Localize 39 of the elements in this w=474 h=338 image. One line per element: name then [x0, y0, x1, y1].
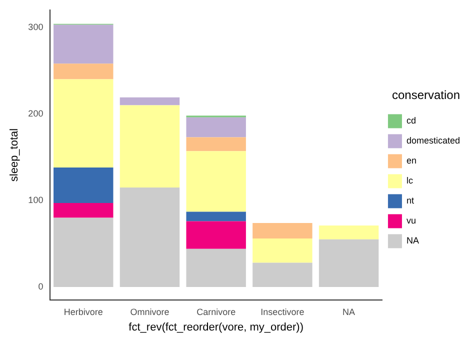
legend-label: nt	[406, 196, 414, 206]
bar	[186, 221, 246, 249]
legend-label: domesticated	[406, 136, 460, 146]
bar	[54, 79, 114, 168]
bar	[120, 97, 180, 106]
x-tick-label: Herbivore	[64, 306, 103, 317]
bar	[318, 226, 379, 240]
legend-label: vu	[406, 216, 416, 226]
bar	[186, 117, 246, 138]
bar	[54, 168, 114, 204]
bar	[252, 222, 312, 239]
bar	[186, 137, 246, 152]
y-tick-label: 0	[38, 282, 44, 292]
x-tick-label: Carnivore	[196, 306, 236, 317]
legend-label: cd	[406, 116, 416, 126]
bar	[186, 151, 246, 212]
bar	[186, 248, 246, 288]
y-tick-label: 300	[28, 22, 44, 32]
bar	[186, 212, 246, 222]
bar	[252, 238, 312, 263]
y-tick-label: 100	[28, 194, 44, 205]
x-tick-label: Insectivore	[260, 306, 304, 317]
bar	[54, 64, 114, 80]
bar	[120, 105, 180, 188]
x-axis-title: fct_rev(fct_reorder(vore, my_order))	[128, 321, 304, 334]
bar	[54, 24, 114, 64]
bar	[54, 218, 114, 288]
bar	[318, 239, 379, 288]
y-tick-label: 200	[28, 108, 44, 118]
x-tick-label: Omnivore	[130, 306, 170, 317]
legend-label: en	[406, 156, 416, 166]
bar	[252, 262, 312, 288]
legend-title: conservation	[392, 88, 460, 102]
legend-label: lc	[406, 176, 414, 186]
y-axis-title: sleep_total	[8, 128, 21, 182]
legend-label: NA	[406, 236, 419, 246]
x-tick-label: NA	[342, 306, 356, 317]
bar	[54, 203, 114, 218]
bar	[120, 187, 180, 288]
